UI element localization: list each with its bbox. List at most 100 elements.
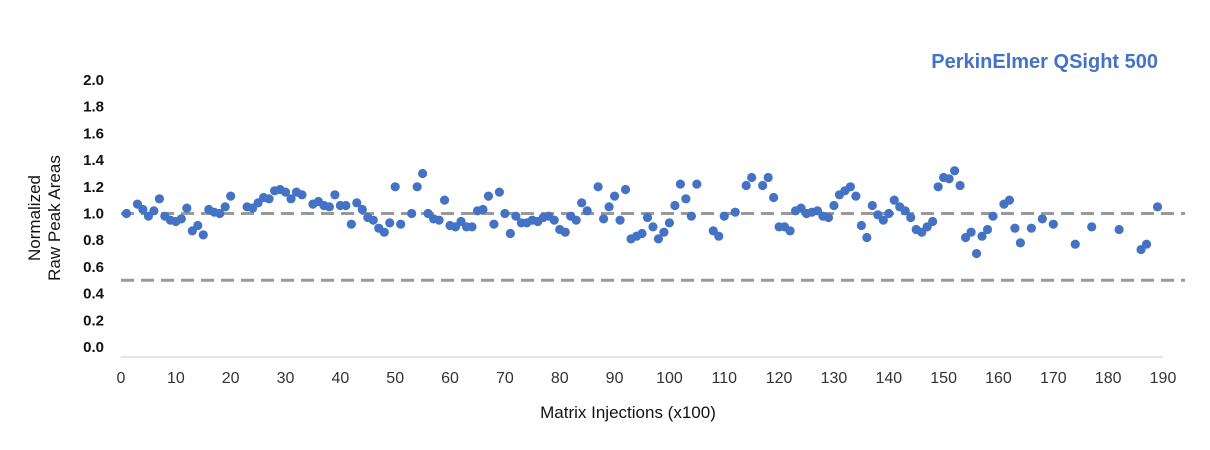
data-point [182, 203, 192, 213]
x-tick-label: 0 [117, 370, 126, 387]
data-point [330, 190, 340, 200]
data-point [955, 180, 965, 191]
x-tick-label: 10 [167, 370, 185, 387]
data-point [1048, 219, 1058, 229]
data-point [741, 180, 751, 191]
y-tick-label: 1.4 [83, 152, 105, 169]
data-point [675, 179, 685, 189]
y-tick-label: 1.0 [83, 206, 104, 223]
x-tick-label: 140 [875, 370, 902, 387]
data-point [933, 182, 943, 192]
data-point [664, 218, 675, 228]
x-tick-label: 60 [441, 370, 459, 387]
data-point [264, 194, 274, 204]
data-point [730, 207, 740, 217]
x-axis-ticks: 0 10 20 30 40 50 60 70 80 90 100 110 120 130 140 150 160… [117, 370, 1177, 387]
y-tick-label: 0.2 [83, 312, 104, 329]
data-point [324, 202, 334, 212]
chart-title: PerkinElmer QSight 500 [931, 51, 1158, 73]
data-point [604, 202, 614, 212]
data-point [829, 200, 839, 211]
x-tick-label: 130 [821, 370, 848, 387]
data-point [149, 206, 159, 216]
data-point [494, 187, 505, 197]
data-point [500, 208, 510, 219]
data-point [785, 226, 795, 236]
data-point [226, 191, 236, 201]
y-axis-title-line-1: Normalized [25, 175, 44, 261]
data-point [966, 227, 976, 237]
data-point [719, 211, 729, 221]
data-point [714, 231, 724, 241]
data-point [900, 206, 910, 216]
data-point [620, 184, 631, 195]
data-point [971, 248, 982, 259]
data-point [198, 230, 208, 240]
data-point [642, 212, 653, 223]
x-tick-label: 50 [386, 370, 404, 387]
y-tick-label: 1.8 [83, 99, 104, 116]
data-point [352, 198, 362, 208]
data-point [396, 219, 406, 229]
data-point [154, 194, 164, 204]
data-point [286, 194, 296, 204]
x-tick-label: 20 [222, 370, 240, 387]
data-point [407, 208, 417, 219]
data-point [176, 214, 186, 224]
data-point [385, 218, 395, 228]
data-point [215, 208, 225, 219]
data-point [1010, 223, 1020, 233]
data-point [670, 200, 680, 211]
data-point [615, 215, 625, 225]
data-point [505, 228, 515, 239]
data-point [220, 202, 230, 212]
y-tick-label: 0.4 [83, 286, 105, 303]
data-point [357, 204, 367, 215]
data-point [1152, 202, 1163, 212]
data-point [851, 191, 861, 201]
data-point [1026, 223, 1036, 233]
x-tick-label: 120 [766, 370, 793, 387]
data-point [418, 168, 428, 179]
x-tick-label: 70 [496, 370, 514, 387]
data-point [1004, 195, 1015, 205]
data-point [439, 195, 450, 205]
data-point [593, 182, 603, 192]
x-tick-label: 160 [985, 370, 1012, 387]
data-point [1037, 214, 1047, 224]
data-points [121, 166, 1163, 259]
data-point [681, 194, 691, 204]
y-tick-label: 2.0 [83, 72, 104, 89]
data-point [867, 200, 877, 211]
data-point [1087, 222, 1097, 232]
data-point [823, 212, 834, 223]
data-point [138, 204, 148, 215]
data-point [648, 222, 658, 232]
data-point [653, 234, 664, 244]
x-tick-label: 190 [1150, 370, 1177, 387]
data-point [747, 172, 757, 183]
data-point [1141, 239, 1152, 249]
data-point [845, 182, 856, 192]
x-tick-label: 30 [277, 370, 295, 387]
reference-lines [121, 212, 1185, 282]
data-point [412, 182, 422, 192]
y-tick-label: 0.0 [83, 339, 104, 356]
data-point [511, 211, 521, 221]
data-point [434, 215, 444, 225]
x-tick-label: 100 [656, 370, 683, 387]
data-point [758, 180, 768, 191]
data-point [121, 208, 132, 219]
data-point [1015, 238, 1026, 248]
data-point [1070, 239, 1080, 249]
data-point [878, 215, 888, 225]
y-tick-label: 0.8 [83, 232, 104, 249]
x-tick-label: 90 [606, 370, 624, 387]
data-point [862, 232, 872, 243]
data-point [692, 179, 702, 189]
x-tick-label: 150 [930, 370, 957, 387]
data-point [582, 206, 592, 216]
x-tick-label: 180 [1095, 370, 1122, 387]
data-point [280, 187, 291, 197]
